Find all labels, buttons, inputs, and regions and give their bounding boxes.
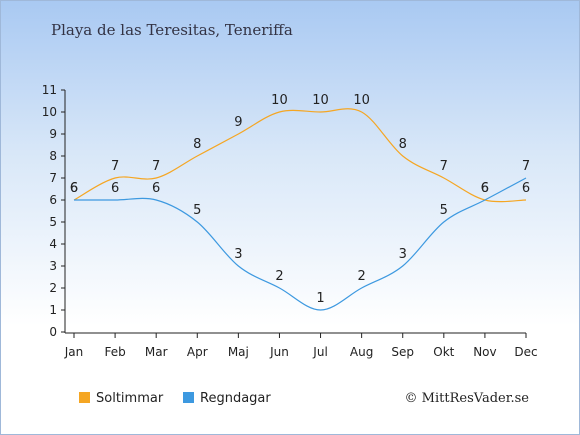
data-label-soltimmar: 7 <box>111 159 119 174</box>
legend-swatch-soltimmar <box>79 392 90 403</box>
legend-swatch-regndagar <box>183 392 194 403</box>
data-label-soltimmar: 7 <box>440 159 448 174</box>
data-label-soltimmar: 8 <box>193 137 201 152</box>
data-label-soltimmar: 7 <box>152 159 160 174</box>
y-tick-label: 5 <box>49 215 57 229</box>
data-label-soltimmar: 10 <box>271 93 288 108</box>
legend-item-soltimmar: Soltimmar <box>79 391 163 406</box>
series-line-soltimmar <box>73 108 527 203</box>
series-lines <box>73 108 527 311</box>
data-label-regndagar: 7 <box>522 159 530 174</box>
x-tick-label: Aug <box>350 345 373 359</box>
data-label-regndagar: 6 <box>111 181 119 196</box>
x-tick-label: Jun <box>269 345 289 359</box>
x-tick-label: Sep <box>391 345 414 359</box>
y-tick-label: 1 <box>49 303 57 317</box>
x-tick-label: Feb <box>104 345 125 359</box>
y-tick-label: 3 <box>49 259 57 273</box>
data-label-regndagar: 6 <box>481 181 489 196</box>
data-label-soltimmar: 8 <box>399 137 407 152</box>
data-label-regndagar: 5 <box>193 203 201 218</box>
legend-item-regndagar: Regndagar <box>183 391 271 406</box>
data-label-soltimmar: 6 <box>70 181 78 196</box>
y-tick-label: 7 <box>49 171 57 185</box>
legend-label-regndagar: Regndagar <box>200 391 271 406</box>
x-tick-label: Okt <box>433 345 454 359</box>
y-tick-label: 8 <box>49 149 57 163</box>
data-label-soltimmar: 6 <box>522 181 530 196</box>
data-label-regndagar: 1 <box>316 291 324 306</box>
data-label-regndagar: 6 <box>70 181 78 196</box>
x-tick-label: Nov <box>473 345 496 359</box>
site-credit: © MittResVader.se <box>404 391 529 406</box>
y-tick-label: 10 <box>42 105 57 119</box>
y-tick-label: 4 <box>49 237 57 251</box>
data-label-soltimmar: 10 <box>312 93 329 108</box>
x-tick-label: Mar <box>145 345 168 359</box>
series-line-regndagar <box>74 177 527 311</box>
data-label-regndagar: 3 <box>234 247 242 262</box>
data-label-soltimmar: 9 <box>234 115 242 130</box>
legend-label-soltimmar: Soltimmar <box>96 391 164 406</box>
data-label-regndagar: 3 <box>399 247 407 262</box>
x-tick-label: Maj <box>228 345 249 359</box>
data-label-regndagar: 2 <box>275 269 283 284</box>
y-tick-label: 2 <box>49 281 57 295</box>
x-tick-label: Apr <box>187 345 208 359</box>
x-tick-label: Jul <box>312 345 327 359</box>
data-label-soltimmar: 10 <box>353 93 370 108</box>
y-tick-label: 9 <box>49 127 57 141</box>
y-tick-label: 0 <box>49 325 57 339</box>
data-label-soltimmar: 6 <box>481 181 489 196</box>
x-tick-label: Jan <box>64 345 84 359</box>
y-tick-label: 11 <box>42 83 57 97</box>
x-tick-label: Dec <box>514 345 537 359</box>
data-label-regndagar: 5 <box>440 203 448 218</box>
data-label-regndagar: 6 <box>152 181 160 196</box>
data-label-regndagar: 2 <box>357 269 365 284</box>
y-tick-label: 6 <box>49 193 57 207</box>
chart-title: Playa de las Teresitas, Teneriffa <box>51 21 293 39</box>
